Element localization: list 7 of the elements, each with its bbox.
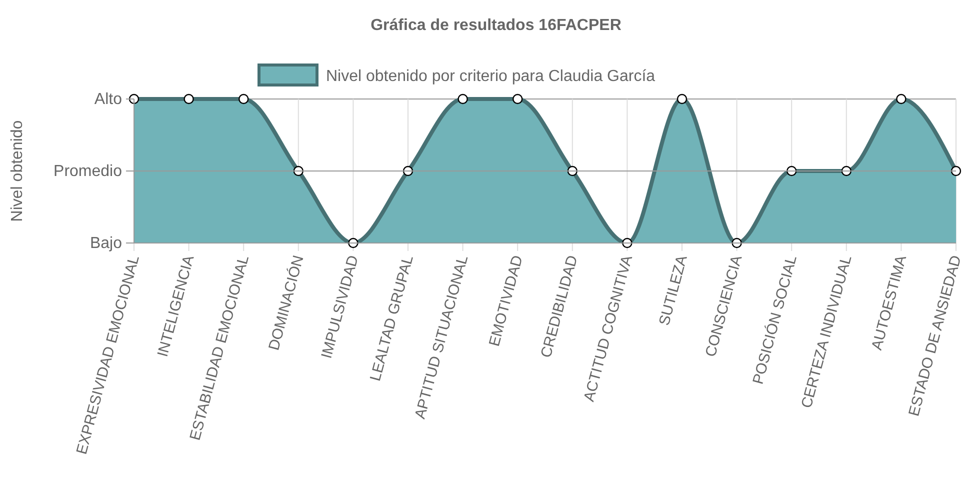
text: Bajo xyxy=(90,235,122,252)
ref-line-label: Promedio xyxy=(54,163,122,180)
legend-label: Nivel obtenido por criterio para Claudia García xyxy=(326,68,656,85)
x-tick-label: LEALTAD GRUPAL xyxy=(367,254,417,383)
chart-title: Gráfica de resultados 16FACPER xyxy=(370,17,622,34)
text: Alto xyxy=(94,91,122,108)
y-axis-title: Nivel obtenido xyxy=(9,120,26,222)
